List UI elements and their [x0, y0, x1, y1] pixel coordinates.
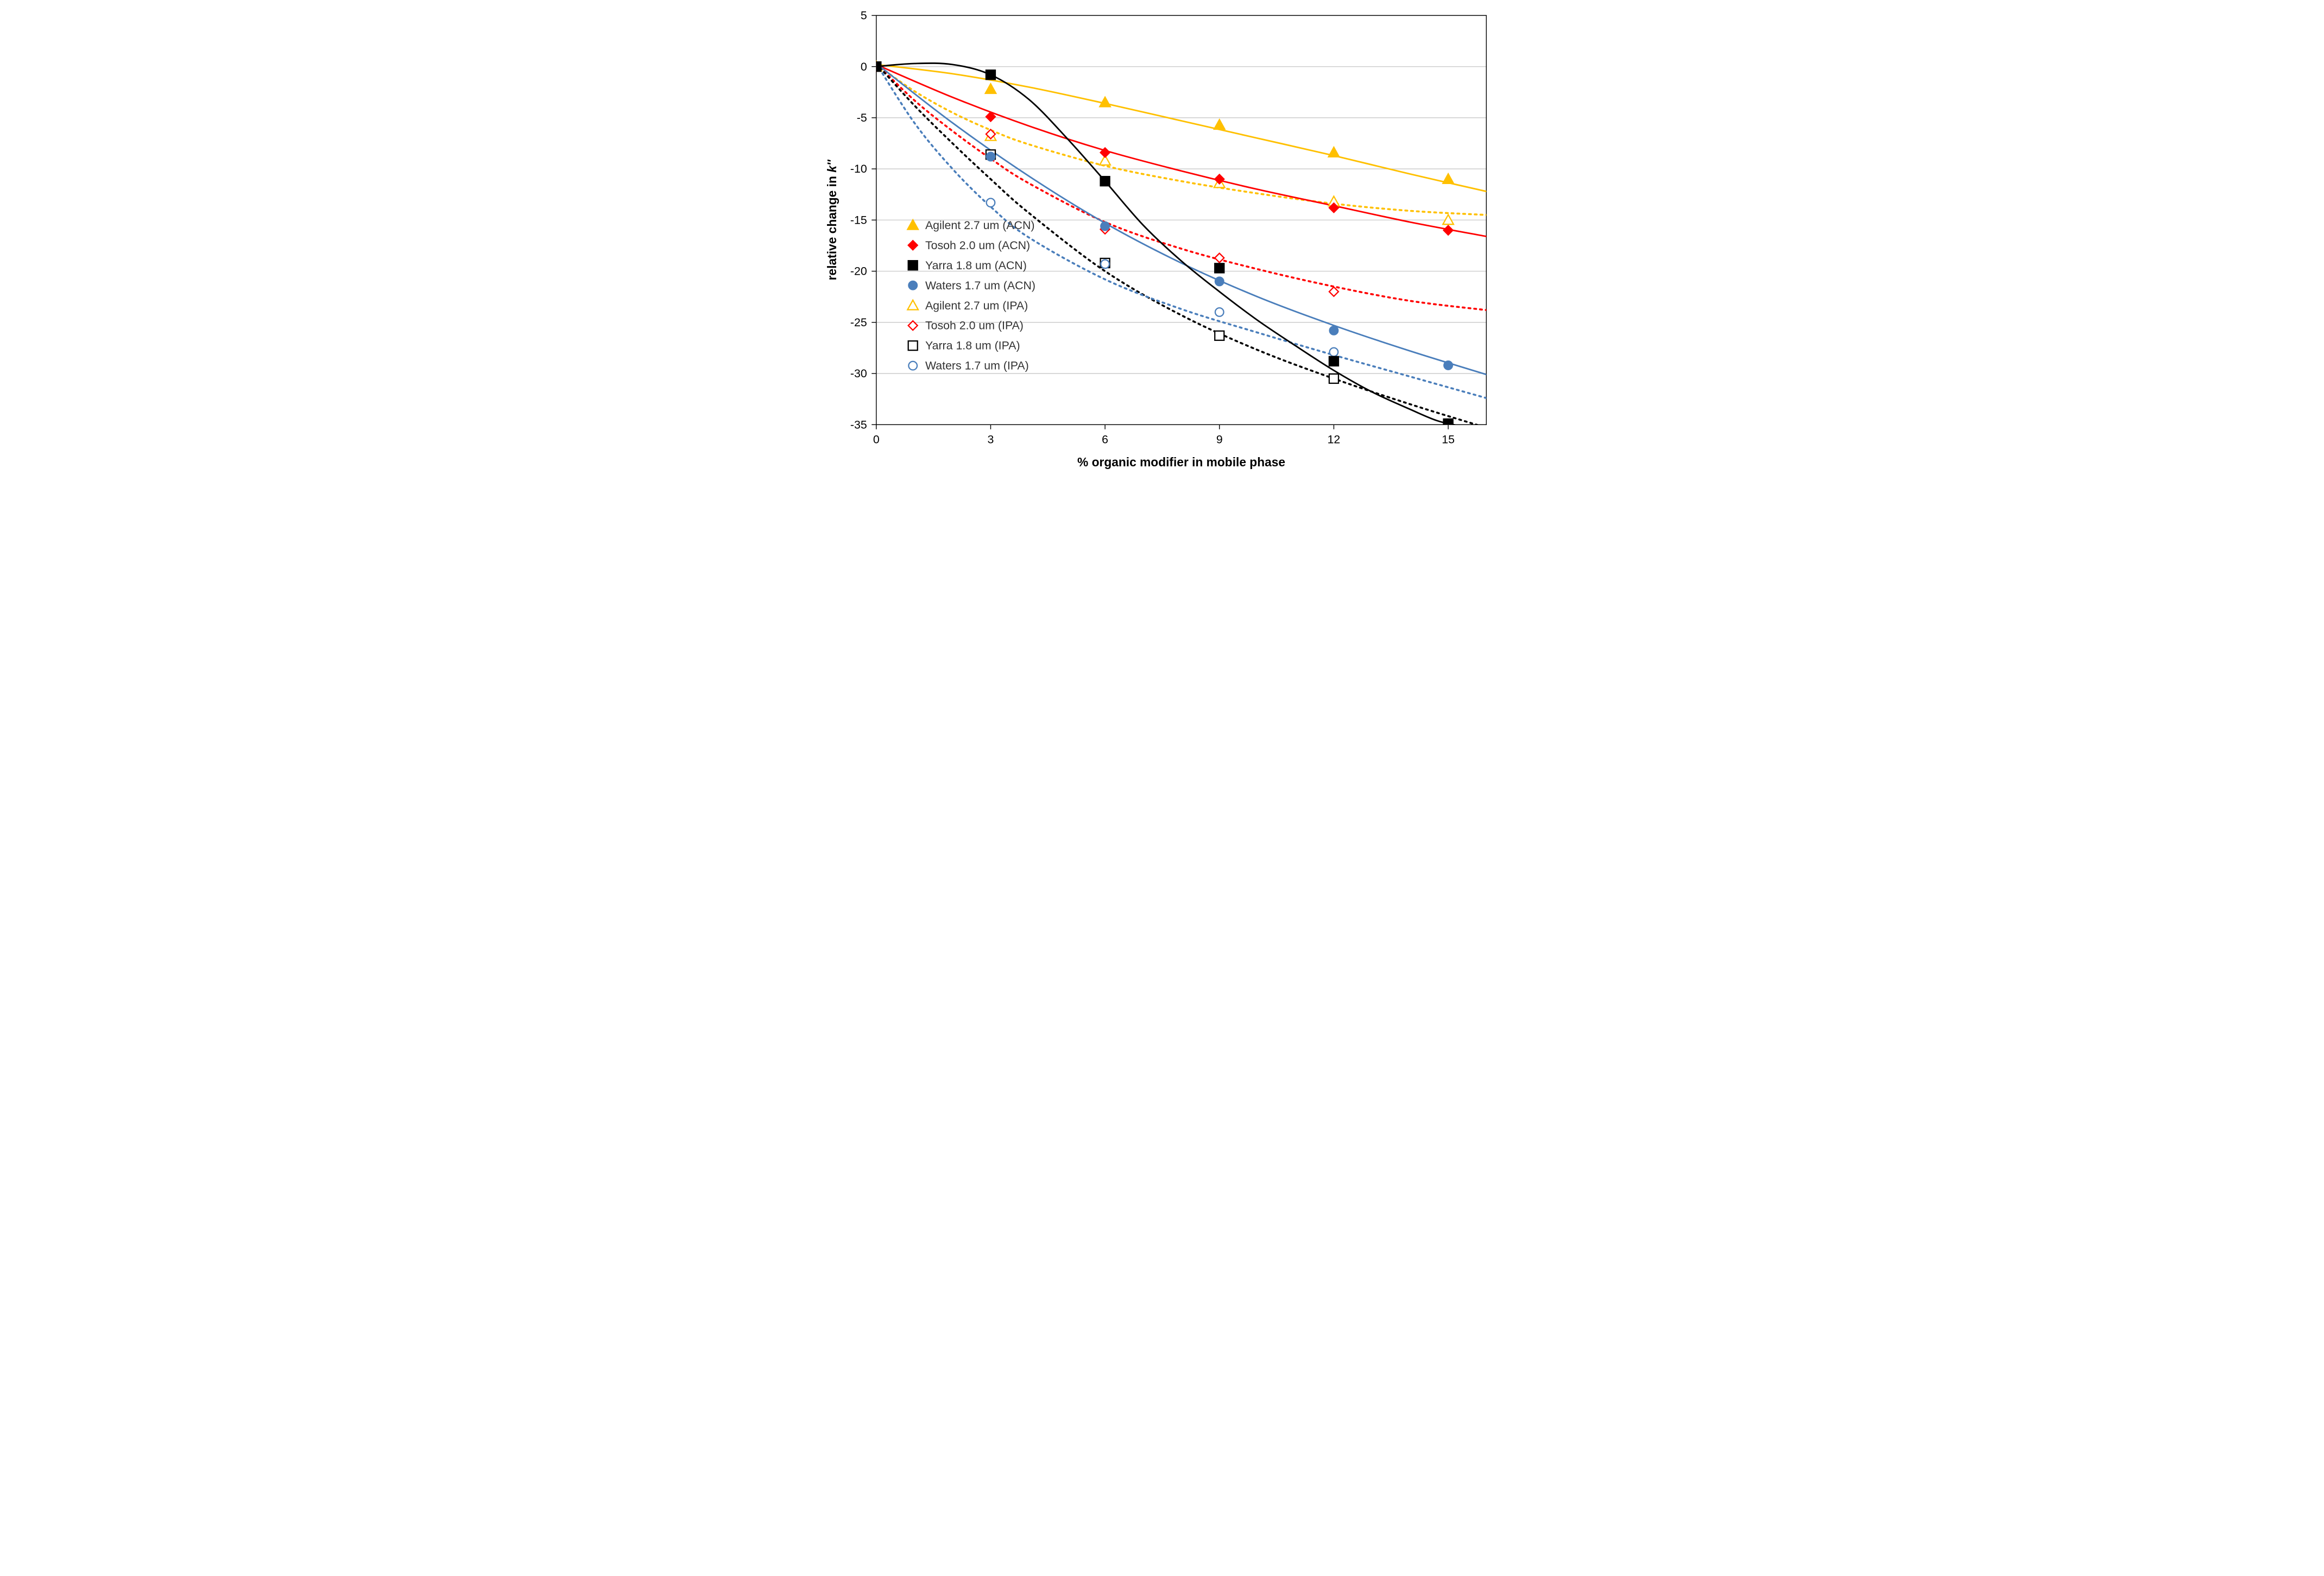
data-marker — [1329, 374, 1338, 383]
y-tick-label: 0 — [861, 60, 867, 73]
y-tick-label: -35 — [850, 418, 867, 431]
data-marker — [987, 153, 995, 161]
x-tick-label: 6 — [1102, 433, 1108, 446]
legend-label: Tosoh 2.0 um (ACN) — [925, 239, 1030, 252]
chart-svg: 0 3 6 9 12 15 -35 -30 -25 -20 -15 -10 -5 0 5 % organic … — [814, 0, 1510, 479]
x-tick-label: 15 — [1442, 433, 1455, 446]
legend-label: Yarra 1.8 um (IPA) — [925, 339, 1020, 352]
legend-label: Yarra 1.8 um (ACN) — [925, 259, 1027, 272]
data-marker — [1330, 326, 1338, 335]
y-tick-label: -30 — [850, 367, 867, 380]
legend-label: Waters 1.7 um (IPA) — [925, 359, 1029, 372]
data-marker — [1329, 357, 1338, 366]
y-axis-title-italic: k'' — [825, 159, 839, 173]
data-marker — [1215, 331, 1224, 340]
y-tick-label: -5 — [857, 111, 867, 124]
legend-label: Agilent 2.7 um (ACN) — [925, 219, 1035, 232]
legend-label: Tosoh 2.0 um (IPA) — [925, 319, 1024, 332]
data-marker — [1101, 176, 1110, 186]
data-marker — [908, 261, 918, 270]
legend-label: Waters 1.7 um (ACN) — [925, 279, 1035, 292]
data-marker — [908, 341, 918, 350]
data-marker — [1215, 308, 1224, 317]
chart-container: 0 3 6 9 12 15 -35 -30 -25 -20 -15 -10 -5 0 5 % organic … — [814, 0, 1510, 479]
data-marker — [987, 198, 995, 207]
y-tick-label: -25 — [850, 316, 867, 329]
data-marker — [1444, 361, 1452, 370]
x-axis-title: % organic modifier in mobile phase — [1077, 455, 1285, 469]
data-marker — [908, 281, 917, 290]
legend-label: Agilent 2.7 um (IPA) — [925, 299, 1028, 312]
x-tick-label: 0 — [873, 433, 880, 446]
data-marker — [908, 362, 917, 370]
data-marker — [1101, 222, 1109, 231]
y-tick-label: -10 — [850, 162, 867, 175]
data-marker — [1215, 263, 1224, 273]
data-marker — [1101, 260, 1109, 269]
y-tick-label: 5 — [861, 9, 867, 22]
x-tick-label: 12 — [1328, 433, 1341, 446]
x-tick-label: 9 — [1216, 433, 1223, 446]
data-marker — [1215, 277, 1224, 286]
x-tick-label: 3 — [988, 433, 994, 446]
y-axis-title: relative change in k'' — [825, 159, 839, 281]
data-marker — [1330, 348, 1338, 357]
y-tick-label: -20 — [850, 265, 867, 278]
y-tick-label: -15 — [850, 213, 867, 226]
data-marker — [986, 70, 995, 79]
y-axis-title-prefix: relative change in — [825, 173, 839, 281]
